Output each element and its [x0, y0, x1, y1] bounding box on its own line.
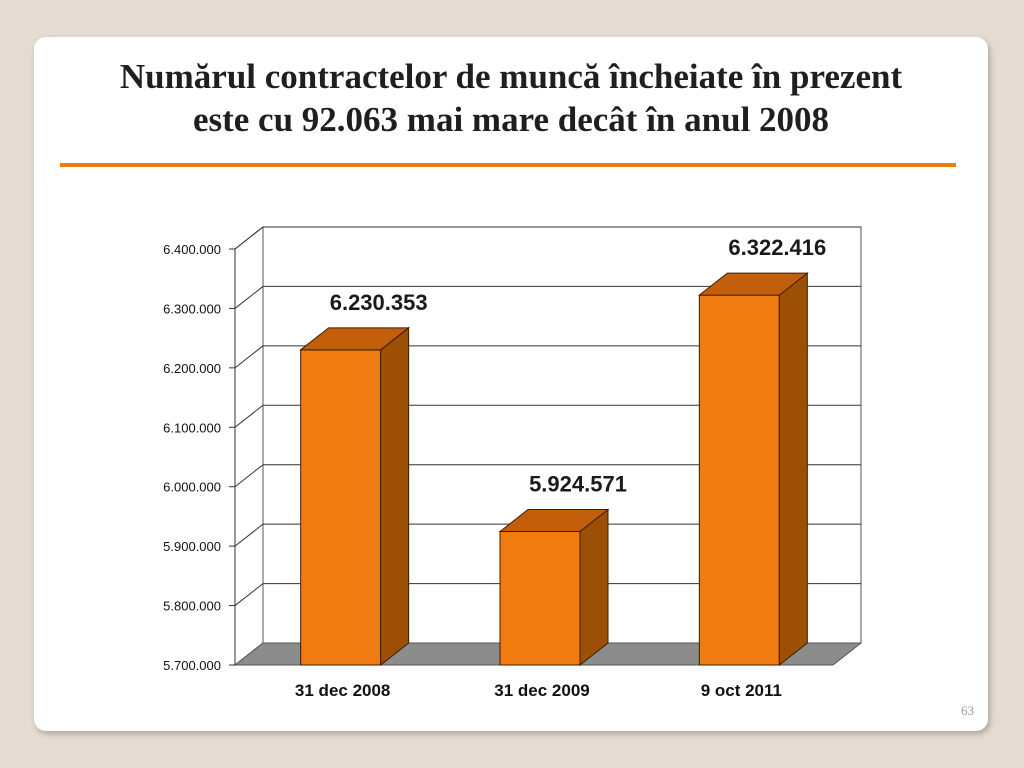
- gridline: [234, 523, 861, 547]
- y-tick-label: 5.700.000: [163, 658, 221, 673]
- x-tick-label: 31 dec 2008: [295, 681, 390, 700]
- y-tick-label: 6.000.000: [163, 480, 221, 495]
- gridline: [234, 345, 861, 369]
- page-number: 63: [961, 703, 974, 718]
- title-highlight-number: 92.063: [301, 100, 399, 139]
- y-tick-label: 6.400.000: [163, 242, 221, 257]
- data-label: 6.230.353: [330, 290, 428, 315]
- title-line-2: este cu 92.063 mai mare decât în anul 20…: [34, 98, 988, 141]
- title-underline: [60, 163, 956, 167]
- title-prefix: este cu: [192, 100, 302, 139]
- data-label: 5.924.571: [529, 472, 627, 497]
- y-tick-label: 5.800.000: [163, 599, 221, 614]
- gridline: [234, 285, 861, 309]
- data-label: 6.322.416: [728, 235, 826, 260]
- y-tick-label: 5.900.000: [163, 539, 221, 554]
- gridline: [234, 404, 861, 428]
- bar: [499, 531, 581, 666]
- bar: [300, 349, 382, 666]
- bar-side: [579, 508, 609, 667]
- y-tick-label: 6.200.000: [163, 361, 221, 376]
- title-line-1: Numărul contractelor de muncă încheiate …: [119, 57, 903, 96]
- bar-top: [697, 272, 809, 296]
- bar-side: [380, 326, 410, 667]
- y-tick-label: 6.300.000: [163, 301, 221, 316]
- slide-title: Numărul contractelor de muncă încheiate …: [34, 55, 988, 141]
- bar-top: [299, 327, 411, 351]
- x-tick-label: 31 dec 2009: [494, 681, 589, 700]
- title-suffix: mai mare decât în anul 2008: [398, 100, 830, 139]
- x-tick-label: 9 oct 2011: [701, 681, 782, 700]
- bar: [698, 294, 780, 666]
- y-tick-label: 6.100.000: [163, 420, 221, 435]
- gridline: [234, 464, 861, 488]
- gridline: [234, 583, 861, 606]
- bar-side: [778, 272, 808, 667]
- gridline: [234, 226, 861, 250]
- bar-top: [498, 509, 610, 533]
- side-wall: [234, 225, 264, 667]
